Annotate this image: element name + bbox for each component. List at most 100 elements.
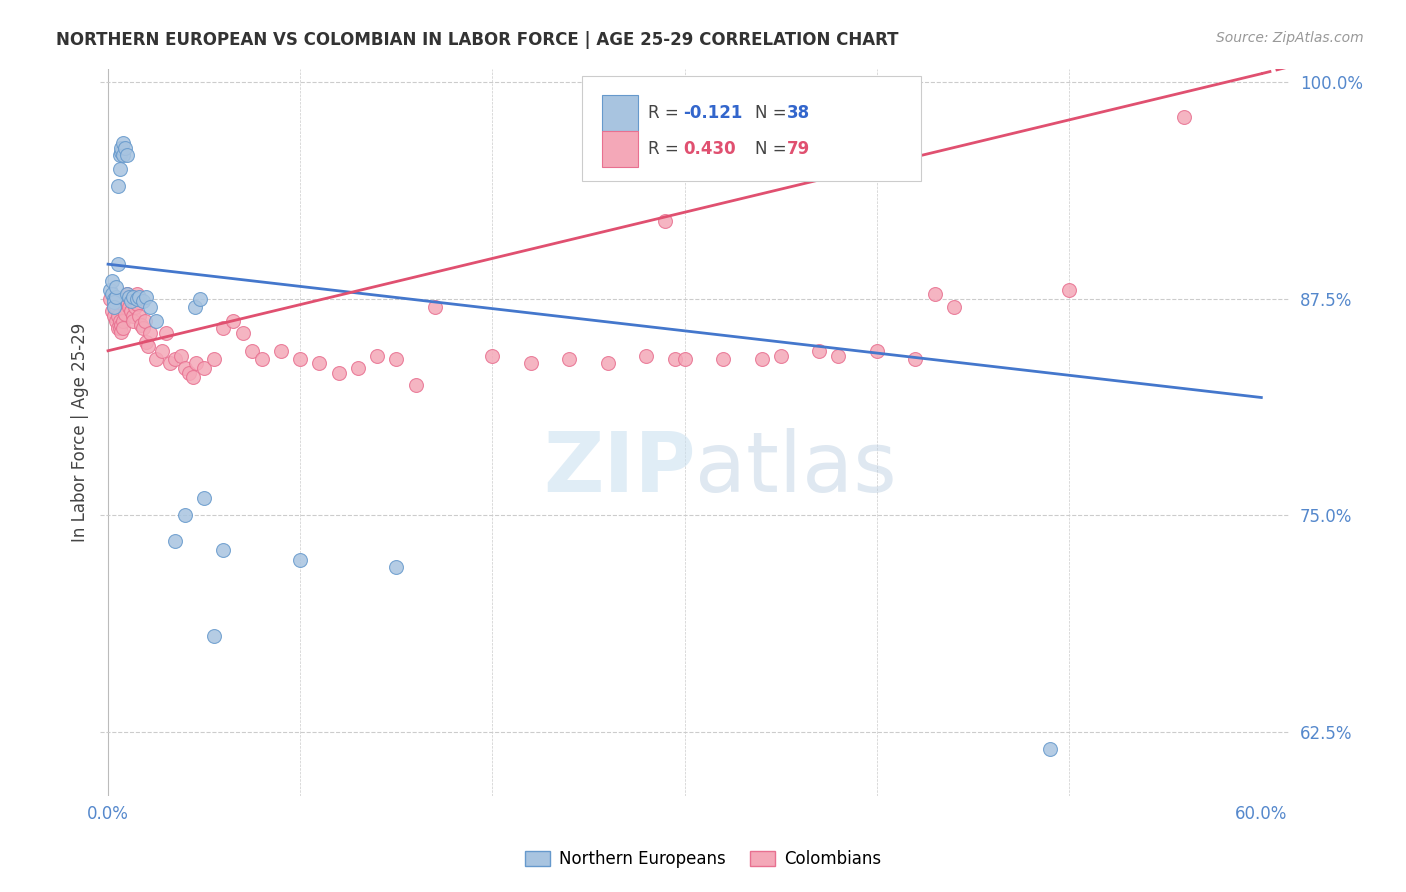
Text: R =: R = [648, 103, 683, 122]
Text: atlas: atlas [695, 428, 897, 509]
Text: R =: R = [648, 140, 683, 158]
Point [108, 148, 131, 162]
Point [98, 283, 121, 297]
Point [103, 292, 125, 306]
Point [202, 352, 225, 367]
Point [751, 352, 773, 367]
Point [328, 366, 350, 380]
Point [270, 343, 292, 358]
Point [139, 301, 162, 315]
Point [104, 279, 127, 293]
Text: Source: ZipAtlas.com: Source: ZipAtlas.com [1216, 31, 1364, 45]
Point [188, 292, 211, 306]
Legend: Northern Europeans, Colombians: Northern Europeans, Colombians [519, 844, 887, 875]
Point [108, 321, 131, 335]
Point [135, 290, 157, 304]
Point [165, 534, 187, 549]
Point [423, 301, 446, 315]
Point [664, 352, 686, 367]
Point [159, 356, 181, 370]
Text: ZIP: ZIP [543, 428, 695, 509]
Point [165, 352, 187, 367]
Point [1057, 283, 1080, 297]
Point [110, 141, 132, 155]
Point [240, 343, 263, 358]
Point [290, 352, 312, 367]
Point [135, 335, 157, 350]
Point [120, 293, 142, 308]
Point [520, 356, 543, 370]
Point [125, 286, 148, 301]
Point [118, 301, 141, 315]
Point [107, 321, 129, 335]
Point [125, 297, 148, 311]
Point [118, 290, 141, 304]
Point [924, 286, 946, 301]
Point [104, 290, 127, 304]
Point [110, 318, 132, 332]
Point [866, 343, 889, 358]
Text: N =: N = [755, 103, 792, 122]
Point [193, 491, 215, 505]
Text: N =: N = [755, 140, 792, 158]
Point [110, 325, 132, 339]
Point [107, 309, 129, 323]
Point [673, 352, 696, 367]
FancyBboxPatch shape [582, 76, 921, 181]
Point [186, 356, 208, 370]
FancyBboxPatch shape [602, 95, 638, 131]
Point [385, 352, 408, 367]
Point [232, 326, 254, 341]
Point [101, 275, 124, 289]
Point [183, 301, 205, 315]
Point [385, 560, 408, 574]
Point [481, 349, 503, 363]
Point [101, 304, 124, 318]
Point [122, 314, 145, 328]
Point [104, 314, 127, 328]
Point [125, 292, 148, 306]
Point [120, 292, 142, 306]
Point [366, 349, 388, 363]
Point [155, 326, 177, 341]
Point [103, 301, 125, 315]
Point [174, 361, 197, 376]
Text: NORTHERN EUROPEAN VS COLOMBIAN IN LABOR FORCE | AGE 25-29 CORRELATION CHART: NORTHERN EUROPEAN VS COLOMBIAN IN LABOR … [56, 31, 898, 49]
Point [103, 297, 125, 311]
Point [1173, 110, 1195, 124]
Point [181, 369, 204, 384]
Point [808, 343, 831, 358]
Point [117, 286, 139, 301]
Point [177, 366, 200, 380]
Point [145, 352, 167, 367]
Point [103, 309, 125, 323]
Text: 0.430: 0.430 [683, 140, 735, 158]
Point [129, 318, 152, 332]
Point [112, 314, 135, 328]
Point [596, 356, 619, 370]
Point [107, 257, 129, 271]
Point [711, 352, 734, 367]
Point [117, 293, 139, 308]
Point [128, 290, 150, 304]
Point [122, 290, 145, 304]
Point [138, 338, 160, 352]
Point [942, 301, 965, 315]
Point [193, 361, 215, 376]
Point [120, 304, 142, 318]
Point [222, 314, 245, 328]
FancyBboxPatch shape [602, 131, 638, 168]
Point [114, 307, 136, 321]
Point [112, 148, 135, 162]
Point [308, 356, 330, 370]
Point [145, 314, 167, 328]
Point [827, 349, 849, 363]
Point [290, 553, 312, 567]
Point [112, 136, 135, 150]
Point [104, 301, 127, 315]
Text: 79: 79 [787, 140, 810, 158]
Point [131, 321, 153, 335]
Point [118, 290, 141, 304]
Point [250, 352, 273, 367]
Point [122, 309, 145, 323]
